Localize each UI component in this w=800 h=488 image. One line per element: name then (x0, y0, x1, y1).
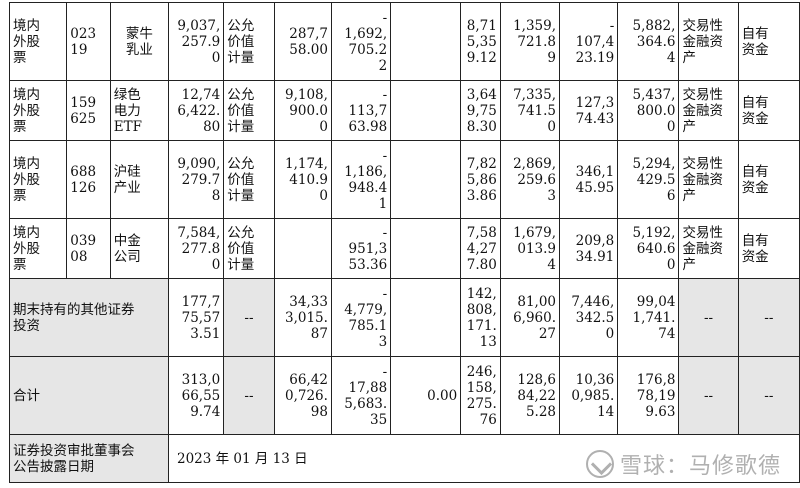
other-securities-label: 期末持有的其他证券 投资 (9, 278, 169, 357)
security-type-cell: 境内 外股 票 (8, 80, 68, 141)
fair-value-change-cell: - 113,7 63.98 (330, 80, 392, 141)
purchase-amount-cell: 8,71 5,35 9.12 (460, 2, 501, 81)
total-label: 合计 (9, 356, 169, 435)
initial-cost-cell: 12,74 6,422. 80 (167, 80, 225, 141)
initial-cost-cell: 313,0 66,55 9.74 (167, 356, 225, 435)
security-type-cell: 境内 外股 票 (8, 140, 68, 219)
security-name-cell: 绿色 电力 ETF (109, 80, 169, 141)
account-subject-cell: 交易性 金融资 产 (678, 218, 739, 279)
measurement-cell: 公允 价值 计量 (223, 218, 275, 279)
impairment-cell (390, 80, 462, 141)
measurement-cell: -- (223, 356, 275, 435)
total-row: 合计 313,0 66,55 9.74 -- 66,42 0,726. 98 -… (9, 356, 800, 435)
account-subject-cell: 交易性 金融资 产 (678, 2, 739, 81)
initial-cost-cell: 9,090, 279.7 8 (167, 140, 225, 219)
security-code-cell: 159 625 (66, 80, 111, 141)
account-subject-cell: 交易性 金融资 产 (678, 80, 739, 141)
security-code-cell: 023 19 (66, 2, 111, 81)
initial-cost-cell: 9,037, 257.9 0 (167, 2, 225, 81)
sale-amount-cell: 81,00 6,960. 27 (499, 278, 561, 357)
fund-source-cell: 自有 资金 (737, 140, 800, 219)
measurement-cell: -- (223, 278, 275, 357)
sale-amount-cell: 128,6 84,22 5.28 (499, 356, 561, 435)
disclosure-date-label: 证券投资审批董事会 公告披露日期 (9, 434, 169, 483)
sale-amount-cell: 1,359, 721.8 9 (499, 2, 561, 81)
closing-value-cell: 176,8 78,19 9.63 (617, 356, 680, 435)
disclosure-date-row: 证券投资审批董事会 公告披露日期 2023 年 01 月 13 日 (9, 434, 800, 483)
fund-source-cell: -- (737, 278, 800, 357)
opening-value-cell: 287,7 58.00 (273, 2, 332, 81)
measurement-cell: 公允 价值 计量 (223, 140, 275, 219)
account-subject-cell: -- (678, 356, 739, 435)
table-row: 境内 外股 票 023 19 蒙牛 乳业 9,037, 257.9 0 公允 价… (8, 2, 800, 81)
fair-value-change-cell: - 1,692, 705.2 2 (330, 2, 392, 81)
sale-amount-cell: 7,335, 741.5 0 (499, 80, 561, 141)
opening-value-cell: 34,33 3,015. 87 (273, 278, 332, 357)
impairment-cell: 0.00 (390, 356, 462, 435)
security-type-cell: 境内 外股 票 (8, 2, 68, 81)
table-row: 境内 外股 票 688 126 沪硅 产业 9,090, 279.7 8 公允 … (8, 140, 800, 219)
fair-value-change-cell: - 1,186, 948.4 1 (330, 140, 392, 219)
account-subject-cell: -- (678, 278, 739, 357)
watermark: 雪球：马修歌德 (586, 448, 781, 480)
purchase-amount-cell: 142, 808, 171. 13 (460, 278, 501, 357)
table-row: 境内 外股 票 159 625 绿色 电力 ETF 12,74 6,422. 8… (8, 80, 800, 141)
gain-loss-cell: - 107,4 23.19 (559, 2, 619, 81)
gain-loss-cell: 346,1 45.95 (559, 140, 619, 219)
watermark-text: 雪球：马修歌德 (620, 454, 782, 479)
measurement-cell: 公允 价值 计量 (223, 80, 275, 141)
purchase-amount-cell: 7,82 5,86 3.86 (460, 140, 501, 219)
closing-value-cell: 5,882, 364.6 4 (617, 2, 680, 81)
account-subject-cell: 交易性 金融资 产 (678, 140, 739, 219)
closing-value-cell: 5,437, 800.0 0 (617, 80, 680, 141)
table-row: 境内 外股 票 039 08 中金 公司 7,584, 277.8 0 公允 价… (8, 218, 800, 279)
securities-investment-table: 境内 外股 票 023 19 蒙牛 乳业 9,037, 257.9 0 公允 价… (8, 2, 800, 483)
gain-loss-cell: 127,3 74.43 (559, 80, 619, 141)
security-name-cell: 蒙牛 乳业 (109, 2, 169, 81)
opening-value-cell: 9,108, 900.0 0 (273, 80, 332, 141)
security-name-cell: 沪硅 产业 (109, 140, 169, 219)
fair-value-change-cell: - 4,779, 785.1 3 (330, 278, 392, 357)
sale-amount-cell: 2,869, 259.6 3 (499, 140, 561, 219)
purchase-amount-cell: 7,58 4,27 7.80 (460, 218, 501, 279)
purchase-amount-cell: 246, 158, 275. 76 (460, 356, 501, 435)
impairment-cell (390, 140, 462, 219)
snowball-logo-icon (586, 450, 614, 478)
gain-loss-cell: 209,8 34.91 (559, 218, 619, 279)
fair-value-change-cell: - 17,88 5,683. 35 (330, 356, 392, 435)
purchase-amount-cell: 3,64 9,75 8.30 (460, 80, 501, 141)
closing-value-cell: 5,192, 640.6 0 (617, 218, 680, 279)
sale-amount-cell: 1,679, 013.9 4 (499, 218, 561, 279)
gain-loss-cell: 10,36 0,985. 14 (559, 356, 619, 435)
disclosure-date-value: 2023 年 01 月 13 日 (167, 434, 800, 483)
closing-value-cell: 5,294, 429.5 6 (617, 140, 680, 219)
security-name-cell: 中金 公司 (109, 218, 169, 279)
fund-source-cell: -- (737, 356, 800, 435)
opening-value-cell (273, 218, 332, 279)
measurement-cell: 公允 价值 计量 (223, 2, 275, 81)
other-securities-row: 期末持有的其他证券 投资 177,7 75,57 3.51 -- 34,33 3… (9, 278, 800, 357)
closing-value-cell: 99,04 1,741. 74 (617, 278, 680, 357)
opening-value-cell: 66,42 0,726. 98 (273, 356, 332, 435)
security-code-cell: 688 126 (66, 140, 111, 219)
opening-value-cell: 1,174, 410.9 0 (273, 140, 332, 219)
fair-value-change-cell: - 951,3 53.36 (330, 218, 392, 279)
initial-cost-cell: 177,7 75,57 3.51 (167, 278, 225, 357)
fund-source-cell: 自有 资金 (737, 2, 800, 81)
impairment-cell (390, 2, 462, 81)
security-type-cell: 境内 外股 票 (8, 218, 68, 279)
fund-source-cell: 自有 资金 (737, 218, 800, 279)
impairment-cell (390, 218, 462, 279)
initial-cost-cell: 7,584, 277.8 0 (167, 218, 225, 279)
gain-loss-cell: 7,446, 342.5 0 (559, 278, 619, 357)
fund-source-cell: 自有 资金 (737, 80, 800, 141)
security-code-cell: 039 08 (66, 218, 111, 279)
impairment-cell (390, 278, 462, 357)
